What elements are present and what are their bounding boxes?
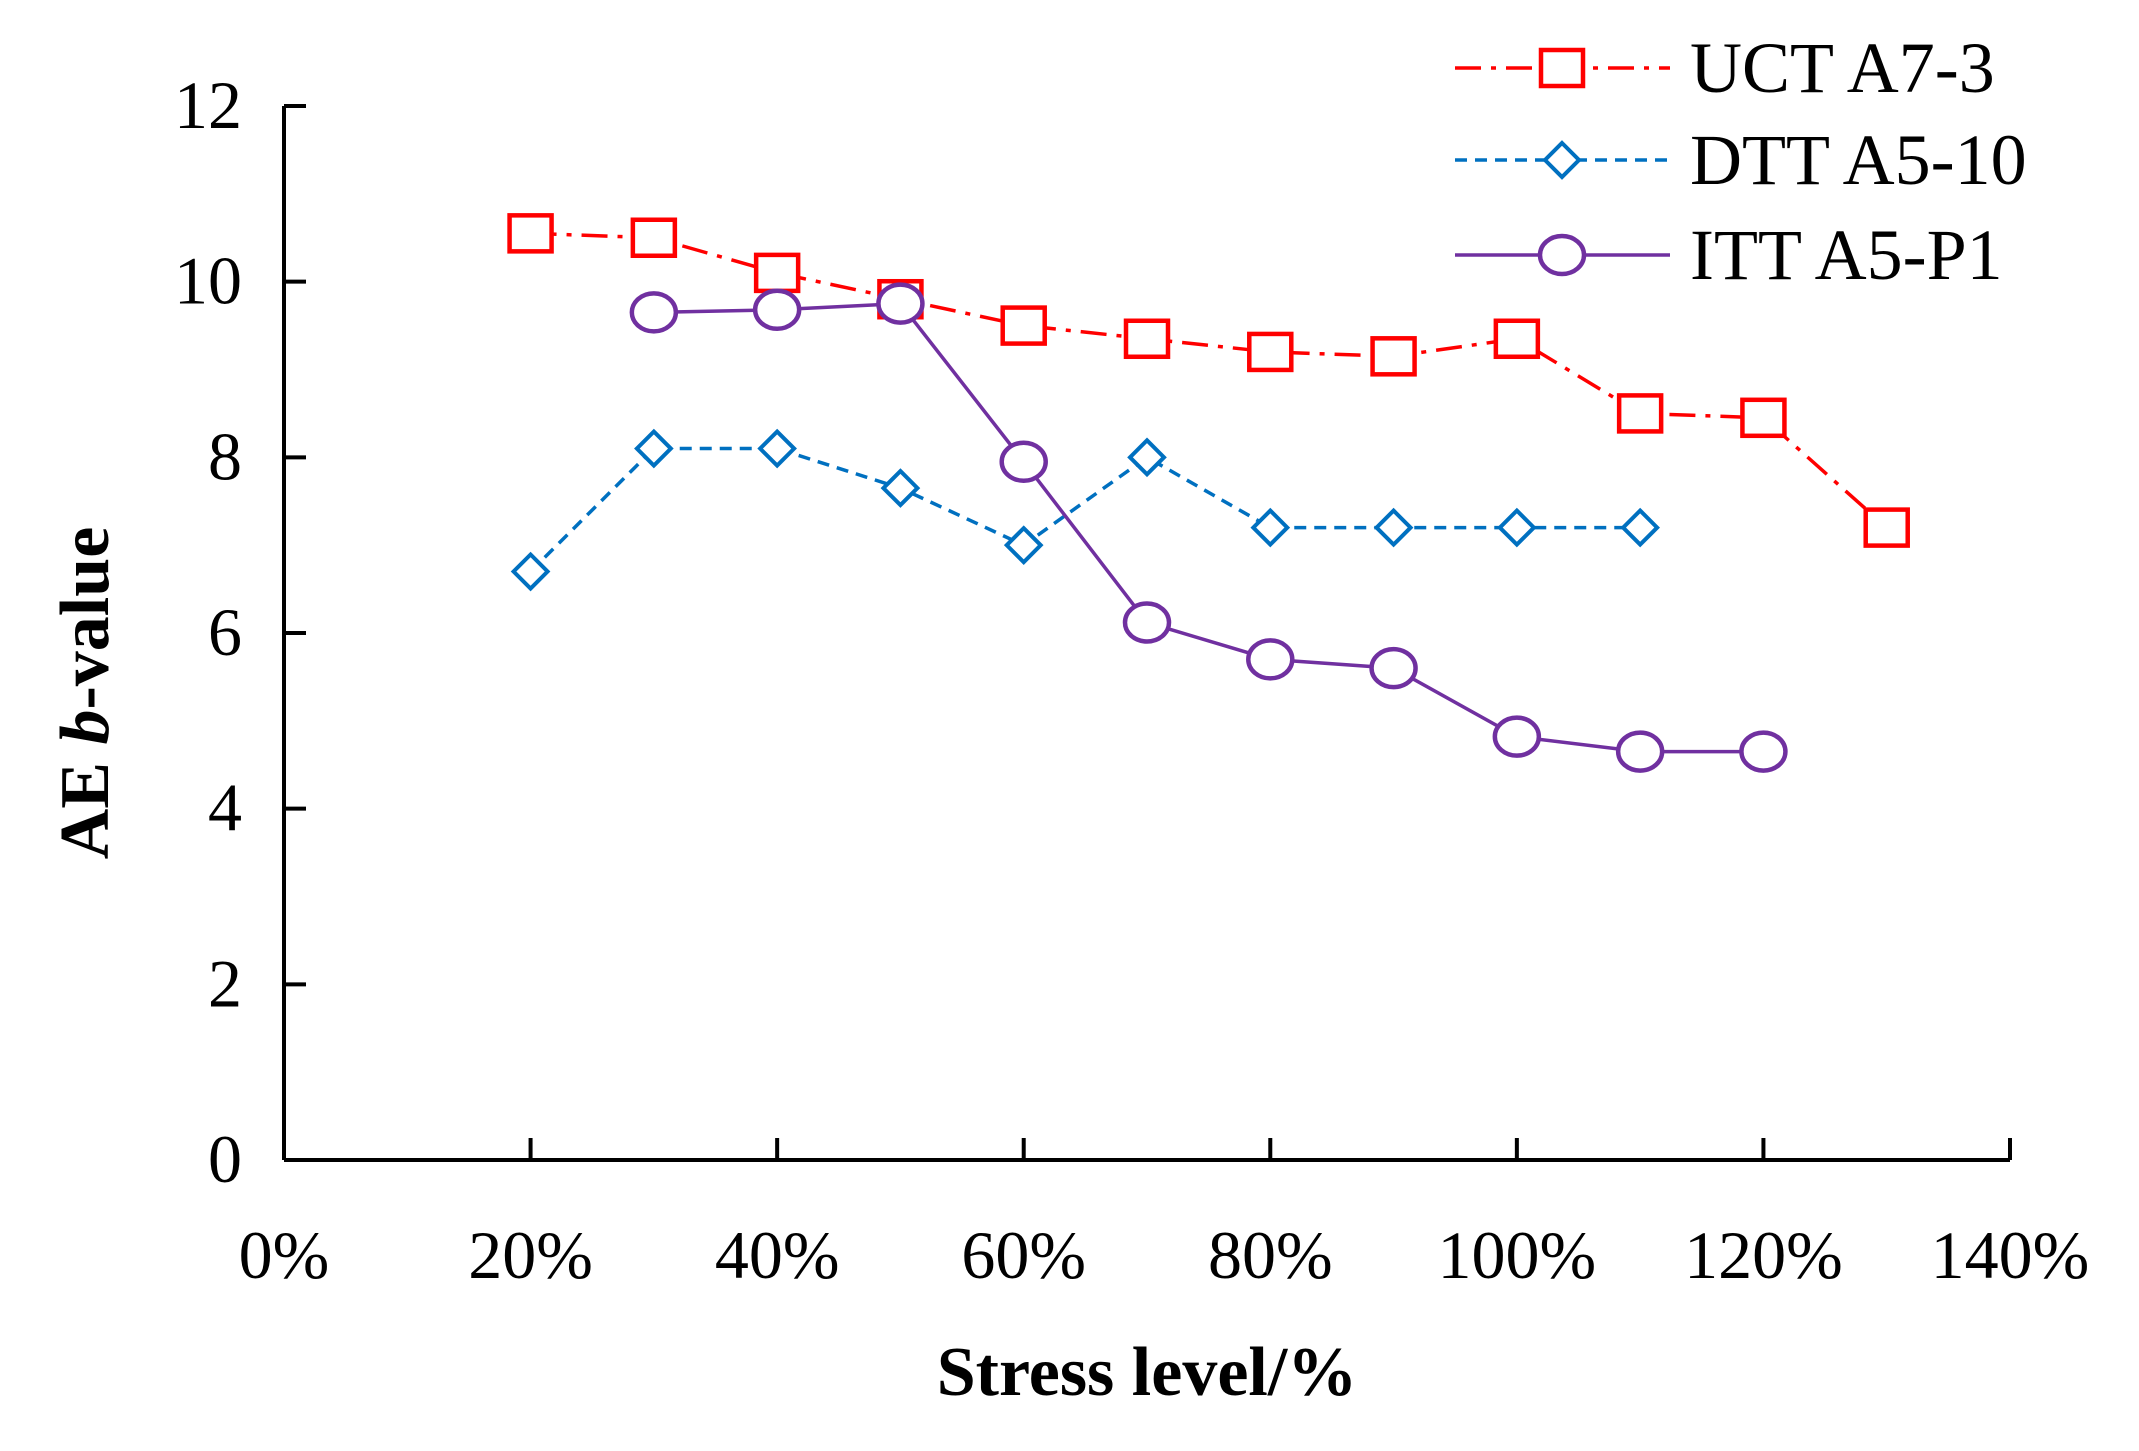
data-point-itt-a5-p1 (752, 288, 802, 332)
y-tick-label: 10 (174, 243, 242, 319)
data-point-uct-a7-3 (1247, 331, 1294, 373)
series-line-dtt-a5-10 (529, 446, 1641, 573)
data-point-itt-a5-p1 (1492, 715, 1542, 758)
x-tick-label: 140% (1931, 1217, 2090, 1293)
y-axis-title-suffix: -value (47, 527, 124, 710)
data-point-itt-a5-p1 (1369, 646, 1418, 690)
legend-label: UCT A7-3 (1690, 28, 1995, 108)
data-point-itt-a5-p1 (1739, 730, 1788, 773)
series-line-itt-a5-p1 (653, 301, 1764, 754)
x-tick-label: 0% (239, 1217, 330, 1293)
series-dtt-a5-10 (510, 428, 1660, 592)
y-tick-label: 8 (208, 418, 242, 494)
data-point-dtt-a5-10 (1373, 507, 1414, 548)
data-point-itt-a5-p1 (999, 440, 1048, 483)
series-line-uct-a7-3 (530, 231, 1888, 529)
data-point-dtt-a5-10 (1003, 525, 1044, 565)
y-tick-label: 0 (208, 1121, 242, 1197)
legend: UCT A7-3 DTT A5-10 ITT A5-P1 (1455, 28, 2027, 295)
data-point-dtt-a5-10 (634, 428, 674, 469)
data-point-uct-a7-3 (753, 252, 801, 294)
series-group (507, 213, 1910, 773)
data-point-uct-a7-3 (1493, 318, 1541, 360)
legend-marker-dtt-a5-10 (1542, 140, 1582, 180)
x-tick-label: 40% (715, 1217, 840, 1293)
data-point-itt-a5-p1 (1246, 638, 1295, 681)
y-ticks: 0 2 4 6 8 10 12 (174, 67, 306, 1197)
data-point-itt-a5-p1 (629, 291, 679, 334)
data-point-uct-a7-3 (1740, 397, 1787, 439)
x-tick-label: 20% (468, 1217, 593, 1293)
legend-item-dtt-a5-10: DTT A5-10 (1455, 120, 2027, 200)
y-tick-label: 2 (208, 945, 242, 1021)
data-point-dtt-a5-10 (757, 428, 797, 469)
legend-item-itt-a5-p1: ITT A5-P1 (1455, 215, 2003, 295)
data-point-uct-a7-3 (1370, 336, 1417, 377)
x-tick-label: 100% (1438, 1217, 1597, 1293)
legend-label: ITT A5-P1 (1690, 215, 2003, 295)
legend-label: DTT A5-10 (1690, 120, 2027, 200)
x-tick-label: 80% (1208, 1217, 1333, 1293)
x-axis-title: Stress level/% (937, 1334, 1358, 1411)
x-ticks: 0% 20% 40% 60% 80% 100% 120% 140% (239, 1138, 2090, 1293)
data-point-dtt-a5-10 (1250, 507, 1291, 548)
x-tick-label: 60% (961, 1217, 1086, 1293)
y-axis-title: AE b-value (47, 527, 124, 860)
data-point-dtt-a5-10 (1620, 507, 1660, 548)
x-tick-label: 120% (1684, 1217, 1843, 1293)
data-point-uct-a7-3 (507, 213, 554, 254)
y-tick-label: 12 (174, 67, 242, 143)
data-point-dtt-a5-10 (880, 468, 921, 508)
legend-item-uct-a7-3: UCT A7-3 (1455, 28, 1995, 108)
data-point-itt-a5-p1 (1122, 601, 1172, 644)
legend-marker-itt-a5-p1 (1537, 233, 1587, 277)
y-tick-label: 4 (208, 770, 242, 846)
data-point-dtt-a5-10 (1497, 507, 1537, 548)
data-point-dtt-a5-10 (1127, 437, 1167, 478)
data-point-uct-a7-3 (1616, 393, 1664, 434)
legend-marker-uct-a7-3 (1538, 47, 1586, 89)
series-itt-a5-p1 (629, 282, 1788, 773)
plot-area: 0 2 4 6 8 10 12 0% 20% 40% 60% 80% 100% 120% 140% (174, 67, 2089, 1293)
data-point-uct-a7-3 (630, 217, 678, 258)
data-point-uct-a7-3 (1123, 318, 1171, 360)
y-tick-label: 6 (208, 594, 242, 670)
data-point-uct-a7-3 (1863, 507, 1910, 548)
data-point-dtt-a5-10 (510, 551, 551, 592)
data-point-uct-a7-3 (1000, 305, 1047, 346)
y-axis-title-italic: b (47, 710, 124, 745)
y-axis-title-prefix: AE (47, 745, 124, 860)
data-point-itt-a5-p1 (876, 282, 925, 325)
data-point-itt-a5-p1 (1615, 730, 1665, 773)
